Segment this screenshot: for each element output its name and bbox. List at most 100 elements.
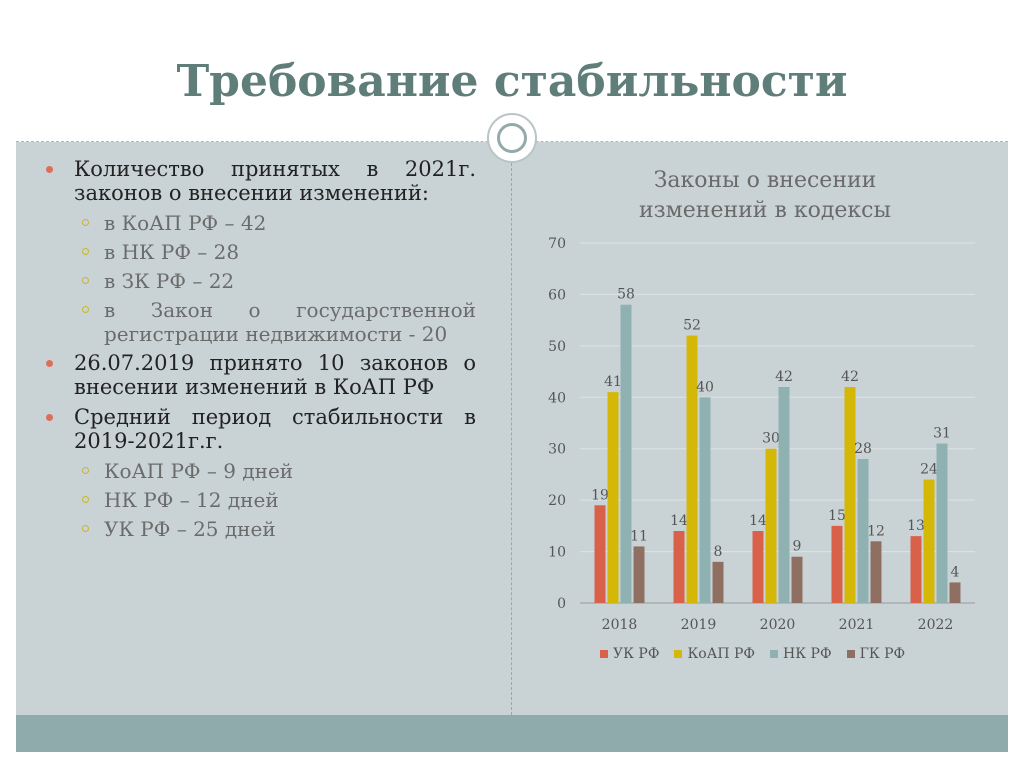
footer-band bbox=[16, 715, 1008, 752]
bar bbox=[791, 556, 803, 603]
data-label: 41 bbox=[604, 374, 622, 390]
legend-label: НК РФ bbox=[783, 646, 832, 662]
x-tick-label: 2019 bbox=[681, 617, 717, 633]
bar bbox=[844, 387, 856, 603]
x-tick-label: 2021 bbox=[839, 617, 875, 633]
sub-bullet-item: КоАП РФ – 9 дней bbox=[46, 459, 476, 483]
y-tick-label: 50 bbox=[548, 339, 566, 355]
sub-bullet-circle-icon bbox=[82, 496, 89, 503]
sub-bullet-item: в Закон о государственной регистрации не… bbox=[46, 298, 476, 346]
data-label: 42 bbox=[775, 369, 793, 385]
x-tick-label: 2020 bbox=[760, 617, 796, 633]
sub-bullet-text: УК РФ – 25 дней bbox=[104, 517, 276, 541]
x-tick-label: 2022 bbox=[918, 617, 954, 633]
legend-item: УК РФ bbox=[600, 646, 659, 662]
sub-bullet-circle-icon bbox=[82, 306, 89, 313]
data-label: 8 bbox=[714, 544, 723, 560]
data-label: 40 bbox=[696, 379, 714, 395]
bar bbox=[686, 335, 698, 603]
legend-label: КоАП РФ bbox=[687, 646, 756, 662]
bar bbox=[594, 505, 606, 603]
bullet-dot-icon bbox=[46, 414, 53, 421]
legend-item: НК РФ bbox=[770, 646, 832, 662]
bar bbox=[633, 546, 645, 603]
bar bbox=[765, 448, 777, 603]
legend-item: ГК РФ bbox=[846, 646, 906, 662]
data-label: 14 bbox=[670, 513, 688, 529]
data-label: 15 bbox=[828, 508, 846, 524]
sub-bullet-text: в КоАП РФ – 42 bbox=[104, 211, 267, 235]
legend-swatch bbox=[846, 650, 855, 658]
data-label: 9 bbox=[793, 539, 802, 555]
data-label: 31 bbox=[933, 426, 951, 442]
data-label: 12 bbox=[867, 523, 885, 539]
legend-label: ГК РФ bbox=[859, 646, 906, 662]
sub-bullet-item: в ЗК РФ – 22 bbox=[46, 269, 476, 293]
y-tick-label: 60 bbox=[548, 287, 566, 303]
bar bbox=[936, 443, 948, 603]
data-label: 42 bbox=[841, 369, 859, 385]
data-label: 24 bbox=[920, 462, 938, 478]
chart-legend: УК РФ КоАП РФ НК РФ ГК РФ bbox=[600, 646, 905, 662]
column-divider bbox=[511, 163, 512, 715]
legend-label: УК РФ bbox=[613, 646, 660, 662]
data-label: 4 bbox=[951, 564, 960, 580]
bar bbox=[870, 541, 882, 603]
circle-ornament-icon bbox=[487, 113, 537, 163]
sub-bullet-circle-icon bbox=[82, 248, 89, 255]
bar bbox=[857, 459, 869, 603]
sub-bullet-text: в Закон о государственной регистрации не… bbox=[104, 298, 476, 346]
sub-bullet-item: в КоАП РФ – 42 bbox=[46, 211, 476, 235]
bullet-item: Количество принятых в 2021г. законов о в… bbox=[46, 157, 476, 205]
bar bbox=[778, 387, 790, 603]
data-label: 13 bbox=[907, 518, 925, 534]
bullet-text: Средний период стабильности в 2019-2021г… bbox=[74, 405, 476, 453]
bullet-text: 26.07.2019 принято 10 законов о внесении… bbox=[74, 351, 476, 399]
bullet-item: Средний период стабильности в 2019-2021г… bbox=[46, 405, 476, 453]
bullet-text: Количество принятых в 2021г. законов о в… bbox=[74, 157, 476, 205]
bar bbox=[699, 397, 711, 603]
bar bbox=[910, 536, 922, 603]
bullet-dot-icon bbox=[46, 166, 53, 173]
y-tick-label: 30 bbox=[548, 442, 566, 458]
sub-bullet-item: в НК РФ – 28 bbox=[46, 240, 476, 264]
y-tick-label: 10 bbox=[548, 545, 566, 561]
y-tick-label: 20 bbox=[548, 493, 566, 509]
bullet-dot-icon bbox=[46, 360, 53, 367]
bar bbox=[752, 531, 764, 603]
y-tick-label: 0 bbox=[557, 596, 566, 612]
bar-chart: 0 10 20 30 40 50 60 70 19 41 58 11 2018 14 52 40 8 2019 14… bbox=[548, 236, 975, 633]
y-tick-label: 70 bbox=[548, 236, 566, 252]
y-tick-label: 40 bbox=[548, 390, 566, 406]
bar bbox=[620, 304, 632, 603]
bar bbox=[712, 561, 724, 603]
x-tick-label: 2018 bbox=[602, 617, 638, 633]
data-label: 28 bbox=[854, 441, 872, 457]
data-label: 11 bbox=[630, 528, 648, 544]
sub-bullet-item: НК РФ – 12 дней bbox=[46, 488, 476, 512]
sub-bullet-text: НК РФ – 12 дней bbox=[104, 488, 279, 512]
data-label: 19 bbox=[591, 487, 609, 503]
slide-title: Требование стабильности bbox=[176, 56, 848, 107]
data-label: 14 bbox=[749, 513, 767, 529]
chart-title: Законы о внесении изменений в кодексы bbox=[639, 168, 891, 223]
bar bbox=[923, 479, 935, 603]
bullet-item: 26.07.2019 принято 10 законов о внесении… bbox=[46, 351, 476, 399]
sub-bullet-circle-icon bbox=[82, 467, 89, 474]
bar bbox=[949, 582, 961, 603]
sub-bullet-circle-icon bbox=[82, 219, 89, 226]
bar bbox=[607, 392, 619, 603]
data-label: 52 bbox=[683, 318, 701, 334]
legend-swatch bbox=[674, 650, 683, 658]
sub-bullet-text: в ЗК РФ – 22 bbox=[104, 269, 235, 293]
sub-bullet-text: КоАП РФ – 9 дней bbox=[104, 459, 294, 483]
sub-bullet-circle-icon bbox=[82, 277, 89, 284]
bar bbox=[673, 531, 685, 603]
legend-swatch bbox=[770, 650, 779, 658]
data-label: 58 bbox=[617, 287, 635, 303]
legend-swatch bbox=[600, 650, 608, 658]
sub-bullet-text: в НК РФ – 28 bbox=[104, 240, 240, 264]
legend-item: КоАП РФ bbox=[674, 646, 755, 662]
bar bbox=[831, 525, 843, 603]
bullet-list: Количество принятых в 2021г. законов о в… bbox=[46, 157, 476, 546]
